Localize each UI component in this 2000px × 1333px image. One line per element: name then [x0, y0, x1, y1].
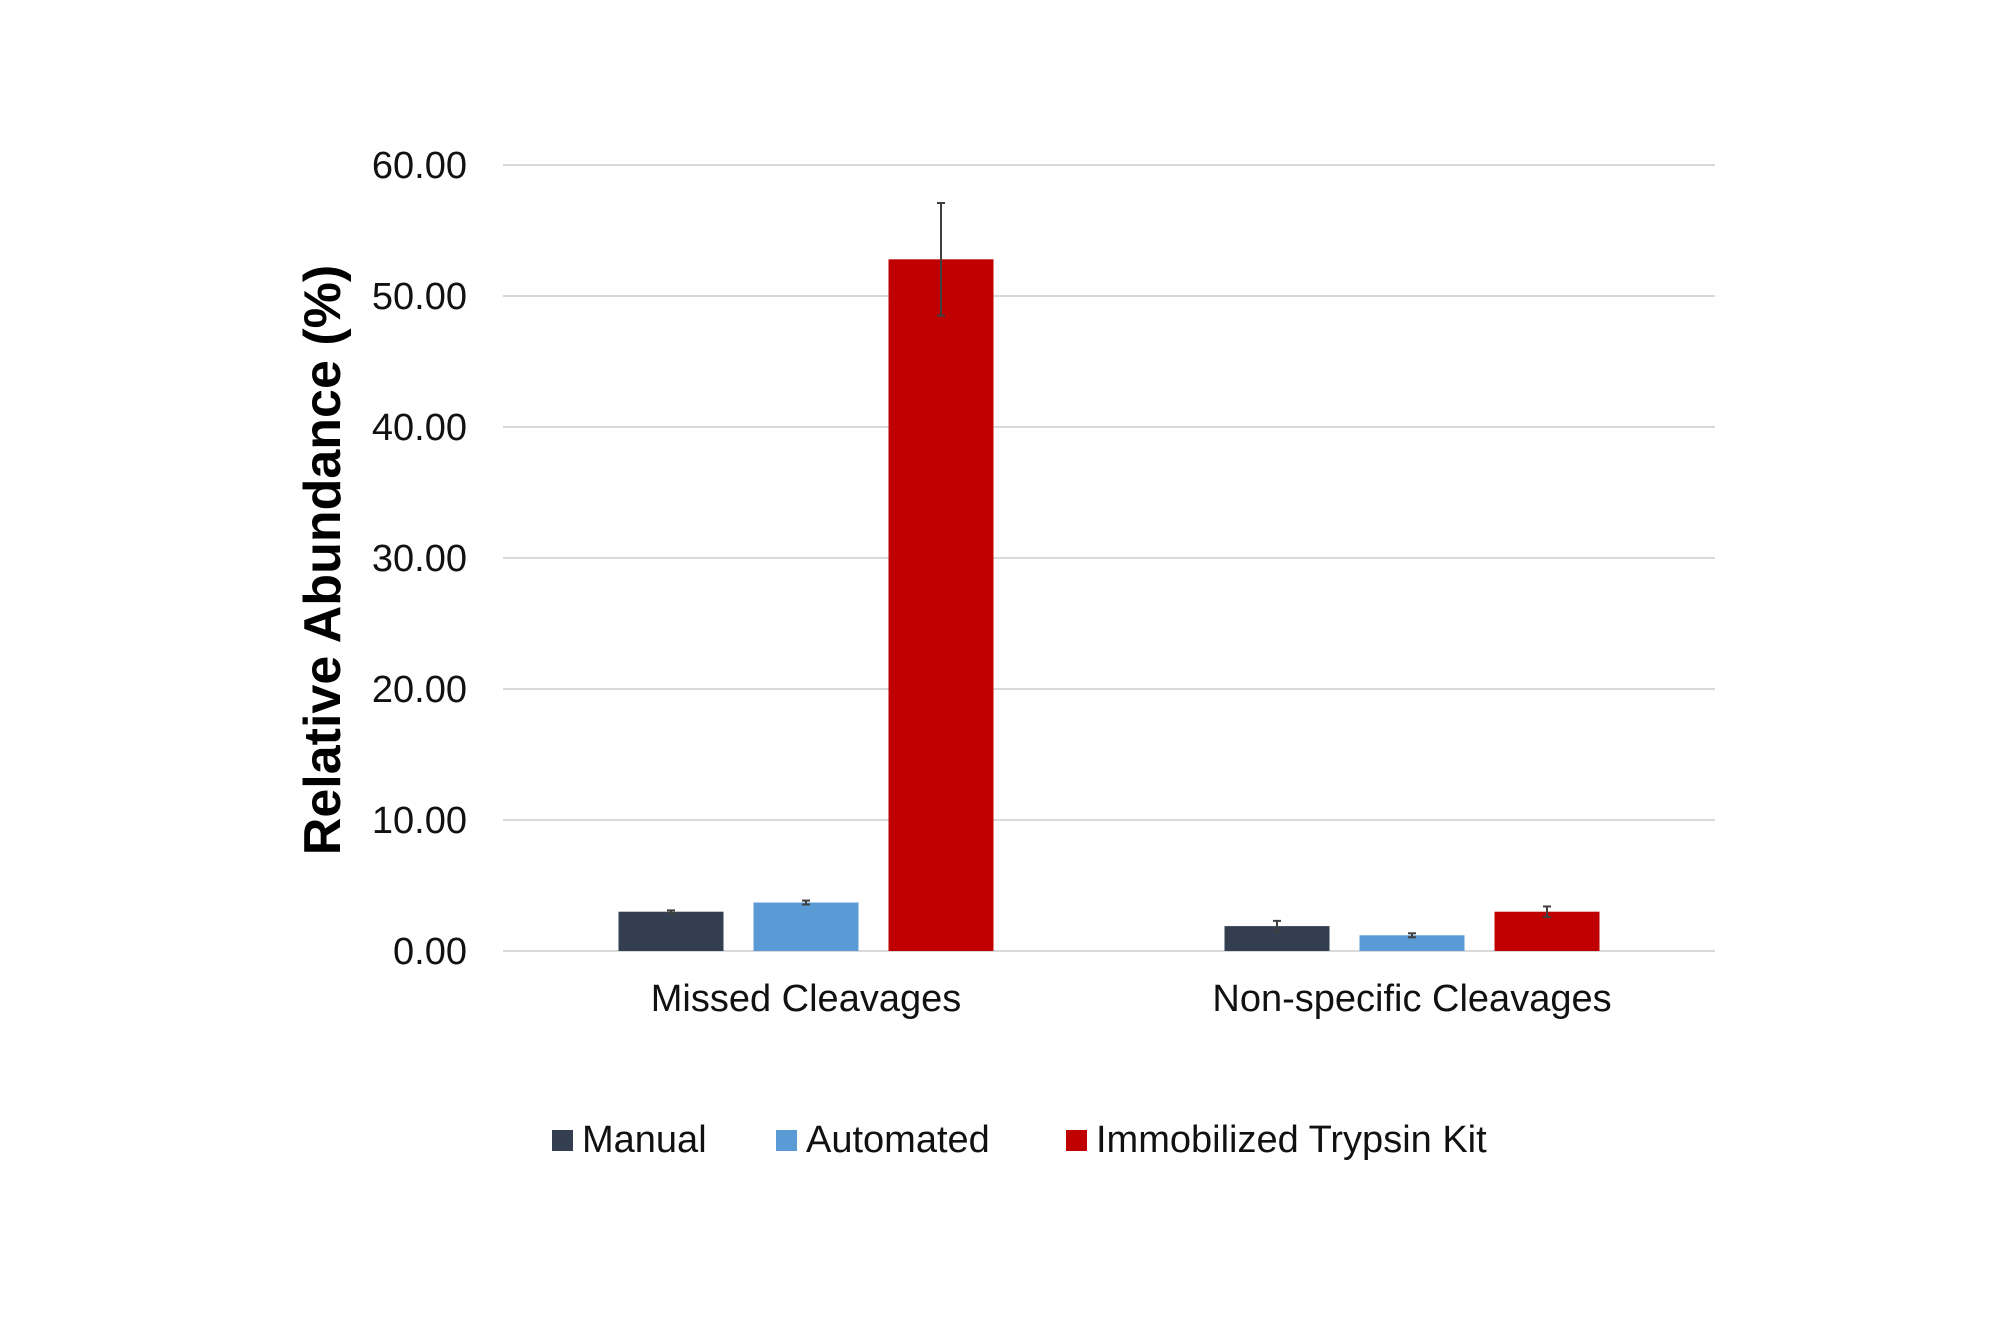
legend-swatch [1066, 1130, 1087, 1151]
gridlines [503, 164, 1715, 952]
x-axis-categories: Missed Cleavages Non-specific Cleavages [651, 978, 1612, 1020]
y-tick-label: 60.00 [372, 145, 467, 187]
bar-immobilized-trypsin-kit [888, 259, 994, 951]
category-label: Non-specific Cleavages [1212, 978, 1611, 1020]
bars [618, 259, 1600, 951]
y-tick-label: 40.00 [372, 407, 467, 449]
error-bars [667, 201, 1551, 939]
y-axis-ticks: 0.00 10.00 20.00 30.00 40.00 50.00 60.00 [372, 145, 467, 973]
y-tick-label: 50.00 [372, 276, 467, 318]
bar-automated [753, 902, 859, 951]
y-tick-label: 0.00 [393, 931, 467, 973]
bar-automated [1359, 935, 1465, 951]
legend-item: Manual [552, 1119, 707, 1161]
legend-label: Manual [582, 1119, 707, 1161]
y-tick-label: 20.00 [372, 669, 467, 711]
legend-label: Immobilized Trypsin Kit [1096, 1119, 1487, 1161]
y-tick-label: 10.00 [372, 800, 467, 842]
bar-manual [618, 911, 724, 951]
y-tick-label: 30.00 [372, 538, 467, 580]
category-label: Missed Cleavages [651, 978, 961, 1020]
legend-item: Automated [776, 1119, 990, 1161]
legend-swatch [776, 1130, 797, 1151]
legend-label: Automated [806, 1119, 990, 1161]
bar-immobilized-trypsin-kit [1494, 911, 1600, 951]
legend-item: Immobilized Trypsin Kit [1066, 1119, 1487, 1161]
legend: Manual Automated Immobilized Trypsin Kit [552, 1119, 1487, 1161]
legend-swatch [552, 1130, 573, 1151]
y-axis-label: Relative Abundance (%) [294, 265, 352, 855]
